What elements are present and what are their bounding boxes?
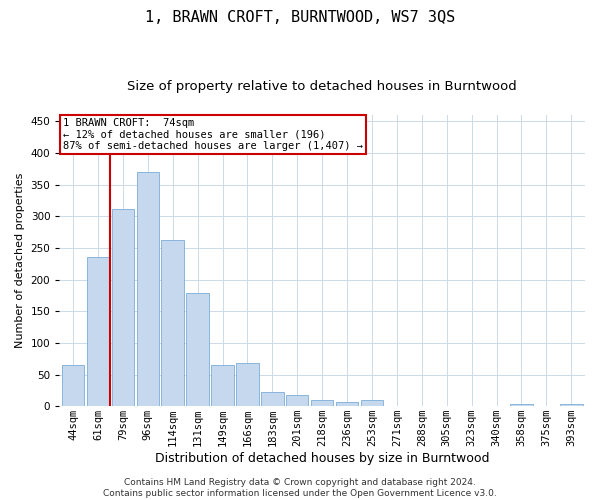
- Bar: [62, 365, 84, 406]
- Bar: [211, 365, 234, 406]
- Y-axis label: Number of detached properties: Number of detached properties: [15, 173, 25, 348]
- Title: Size of property relative to detached houses in Burntwood: Size of property relative to detached ho…: [127, 80, 517, 93]
- Bar: [361, 400, 383, 406]
- Bar: [336, 402, 358, 406]
- Bar: [236, 363, 259, 406]
- Text: Contains HM Land Registry data © Crown copyright and database right 2024.
Contai: Contains HM Land Registry data © Crown c…: [103, 478, 497, 498]
- Bar: [161, 240, 184, 406]
- Bar: [261, 392, 284, 406]
- Text: 1 BRAWN CROFT:  74sqm
← 12% of detached houses are smaller (196)
87% of semi-det: 1 BRAWN CROFT: 74sqm ← 12% of detached h…: [63, 118, 363, 152]
- Bar: [311, 400, 334, 406]
- Bar: [112, 208, 134, 406]
- Bar: [286, 396, 308, 406]
- Bar: [137, 172, 159, 406]
- Bar: [187, 294, 209, 406]
- Bar: [87, 257, 109, 406]
- Text: 1, BRAWN CROFT, BURNTWOOD, WS7 3QS: 1, BRAWN CROFT, BURNTWOOD, WS7 3QS: [145, 10, 455, 25]
- Bar: [510, 404, 533, 406]
- Bar: [560, 404, 583, 406]
- X-axis label: Distribution of detached houses by size in Burntwood: Distribution of detached houses by size …: [155, 452, 490, 465]
